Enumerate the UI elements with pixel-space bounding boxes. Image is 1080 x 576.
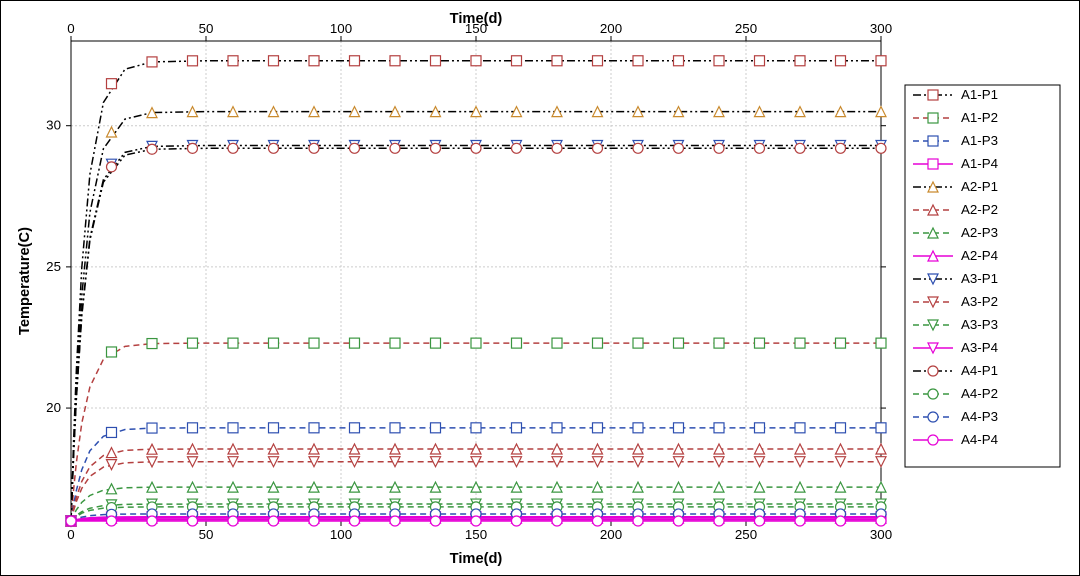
svg-text:50: 50 xyxy=(199,527,214,542)
legend-item-label: A3-P1 xyxy=(961,271,998,286)
legend-item-label: A2-P4 xyxy=(961,248,999,263)
svg-text:0: 0 xyxy=(67,527,74,542)
svg-text:150: 150 xyxy=(465,527,487,542)
legend-item-label: A3-P2 xyxy=(961,294,998,309)
legend-item-label: A2-P2 xyxy=(961,202,998,217)
svg-text:0: 0 xyxy=(67,21,74,36)
svg-text:25: 25 xyxy=(46,259,61,274)
x-axis-label-top: Time(d) xyxy=(450,11,503,27)
legend-item-label: A3-P4 xyxy=(961,340,999,355)
svg-text:20: 20 xyxy=(46,400,61,415)
y-axis-label: Temperature(C) xyxy=(17,227,33,335)
legend-item-label: A4-P2 xyxy=(961,386,998,401)
legend-item-label: A4-P1 xyxy=(961,363,998,378)
svg-text:250: 250 xyxy=(735,21,757,36)
svg-text:250: 250 xyxy=(735,527,757,542)
chart-container: 0050501001001501502002002502503003002025… xyxy=(11,11,1069,565)
legend-item-label: A1-P4 xyxy=(961,156,999,171)
legend-item-label: A2-P1 xyxy=(961,179,998,194)
svg-text:30: 30 xyxy=(46,118,61,133)
chart-frame: 0050501001001501502002002502503003002025… xyxy=(0,0,1080,576)
legend-item-label: A4-P4 xyxy=(961,432,999,447)
svg-text:200: 200 xyxy=(600,527,622,542)
svg-text:50: 50 xyxy=(199,21,214,36)
legend-item-label: A1-P3 xyxy=(961,133,998,148)
legend-item-label: A3-P3 xyxy=(961,317,998,332)
svg-text:200: 200 xyxy=(600,21,622,36)
legend-item-label: A1-P2 xyxy=(961,110,998,125)
svg-text:300: 300 xyxy=(870,527,892,542)
legend-item-label: A1-P1 xyxy=(961,87,998,102)
svg-text:100: 100 xyxy=(330,21,352,36)
svg-text:100: 100 xyxy=(330,527,352,542)
x-axis-label-bottom: Time(d) xyxy=(450,551,503,567)
legend-item-label: A2-P3 xyxy=(961,225,998,240)
svg-text:300: 300 xyxy=(870,21,892,36)
legend-item-label: A4-P3 xyxy=(961,409,998,424)
chart-svg: 0050501001001501502002002502503003002025… xyxy=(11,11,1071,567)
legend: A1-P1 A1-P2 A1-P3 A1-P4 A2-P1 A2-P2 A2-P3 A2-P4… xyxy=(905,85,1060,467)
